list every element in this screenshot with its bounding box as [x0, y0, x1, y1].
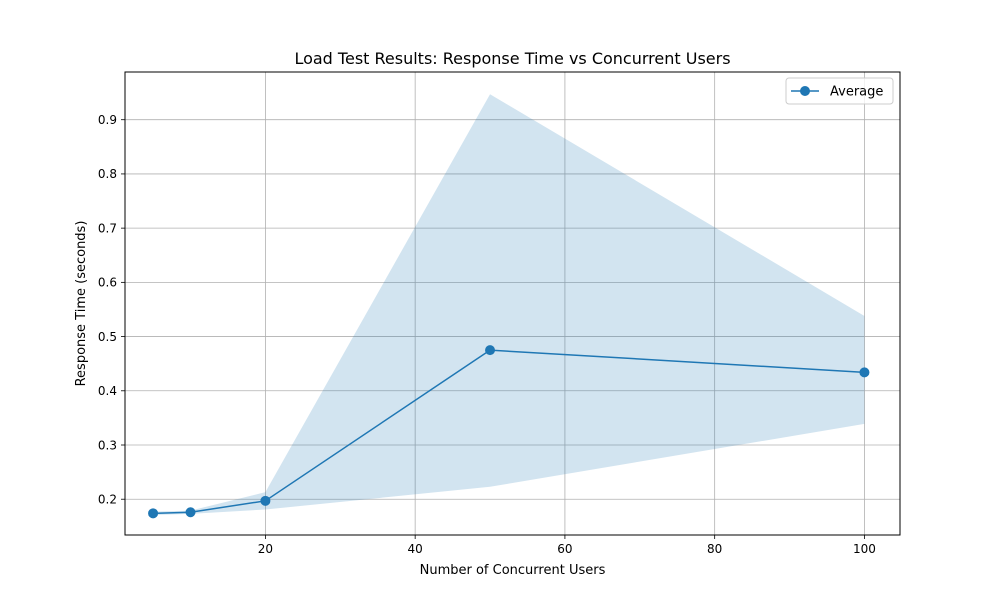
y-tick-label: 0.4 [98, 384, 117, 398]
x-axis-ticks: 20 40 60 80 100 [258, 535, 876, 556]
confidence-band [153, 94, 865, 515]
legend: Average [785, 77, 894, 105]
data-point [185, 507, 196, 518]
x-tick-label: 60 [557, 542, 572, 556]
chart-title: Load Test Results: Response Time vs Conc… [294, 49, 730, 68]
plot-frame [124, 71, 901, 536]
data-point [485, 345, 496, 356]
x-axis-label: Number of Concurrent Users [420, 563, 606, 578]
y-axis-label: Response Time (seconds) [74, 221, 89, 387]
y-tick-label: 0.9 [98, 113, 117, 127]
data-point [260, 495, 271, 506]
x-tick-label: 100 [853, 542, 876, 556]
data-point [859, 367, 870, 378]
y-tick-label: 0.2 [98, 493, 117, 507]
y-axis-ticks: 0.2 0.3 0.4 0.5 0.6 0.7 0.8 0.9 [98, 113, 125, 507]
x-tick-label: 40 [408, 542, 423, 556]
y-tick-label: 0.6 [98, 276, 117, 290]
x-tick-label: 20 [258, 542, 273, 556]
y-tick-label: 0.8 [98, 167, 117, 181]
x-tick-label: 80 [707, 542, 722, 556]
legend-label-average: Average [830, 85, 883, 100]
data-point [148, 508, 159, 519]
confidence-band-area [153, 94, 865, 515]
legend-box [785, 77, 894, 105]
y-tick-label: 0.7 [98, 221, 117, 235]
y-tick-label: 0.5 [98, 330, 117, 344]
grid-lines [125, 72, 900, 535]
legend-marker-average [800, 86, 810, 96]
y-tick-label: 0.3 [98, 438, 117, 452]
series-layer [148, 345, 870, 519]
